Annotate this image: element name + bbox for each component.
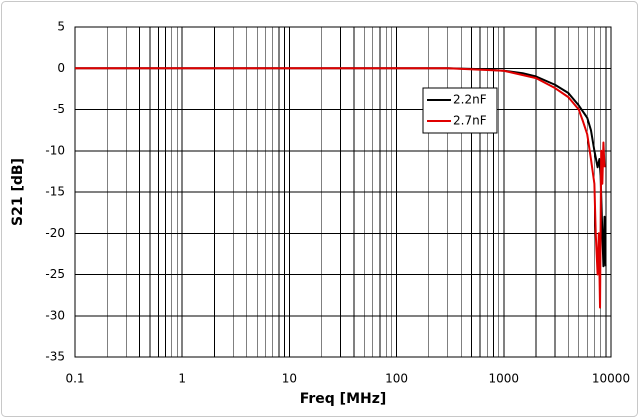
legend-box xyxy=(422,87,498,134)
y-tick-label: -10 xyxy=(45,143,65,157)
y-tick-label: -25 xyxy=(45,267,65,281)
y-tick-label: 0 xyxy=(57,61,65,75)
y-tick-label: -5 xyxy=(53,102,65,116)
series-line xyxy=(75,67,606,309)
x-tick-label: 0.1 xyxy=(65,372,84,386)
plot-border xyxy=(74,26,612,358)
x-tick-label: 1000 xyxy=(489,372,520,386)
x-tick-label: 100 xyxy=(385,372,408,386)
y-tick-label: -15 xyxy=(45,185,65,199)
y-tick-label: 5 xyxy=(57,20,65,34)
x-tick-label: 10 xyxy=(282,372,297,386)
y-tick-label: -30 xyxy=(45,308,65,322)
legend-label: 2.2nF xyxy=(453,93,487,107)
legend-label: 2.7nF xyxy=(453,114,487,128)
y-tick-label: -20 xyxy=(45,226,65,240)
y-axis-title: S21 [dB] xyxy=(10,158,26,226)
x-tick-label: 10000 xyxy=(592,372,630,386)
x-tick-label: 1 xyxy=(178,372,186,386)
legend: 2.2nF 2.7nF xyxy=(422,87,498,134)
y-tick-label: -35 xyxy=(45,350,65,364)
x-axis-title: Freq [MHz] xyxy=(300,391,387,407)
